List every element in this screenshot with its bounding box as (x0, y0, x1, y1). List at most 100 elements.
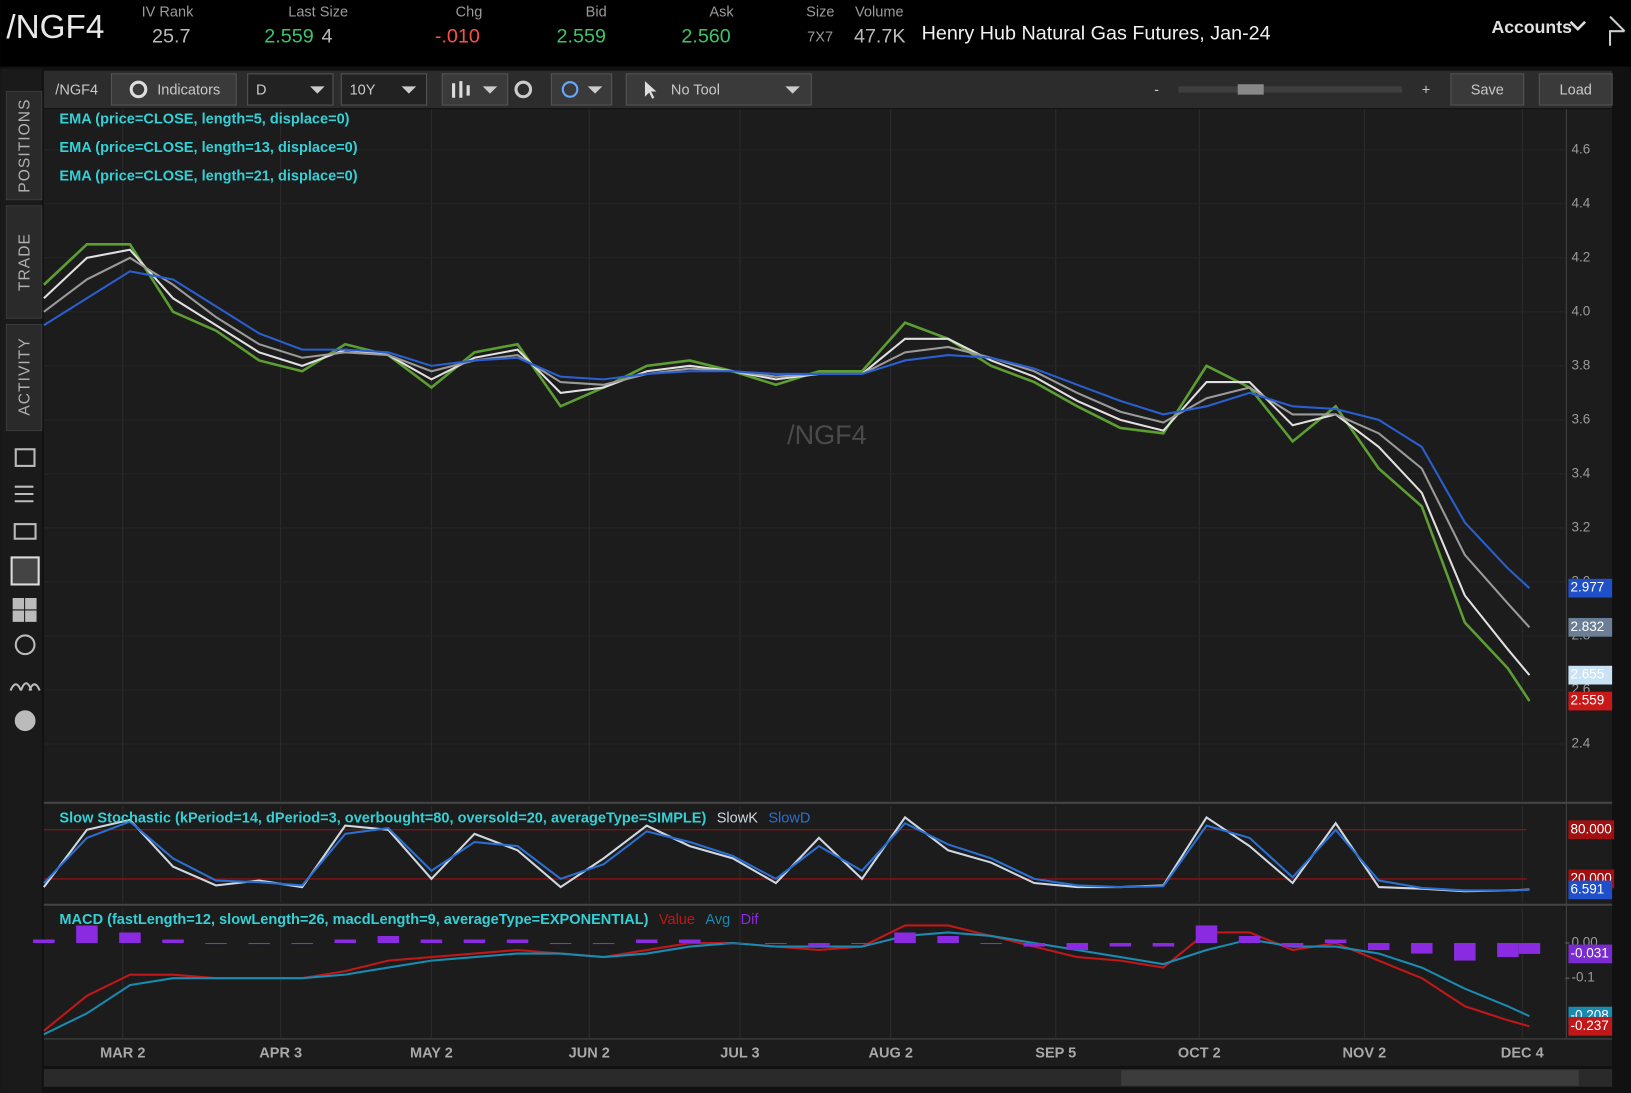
activity-tab[interactable]: ACTIVITY (16, 337, 33, 415)
last-value-label: 2.559 (1571, 693, 1605, 708)
save-label[interactable]: Save (1471, 82, 1504, 98)
tab[interactable] (5, 323, 43, 432)
bid-label: Bid (586, 4, 607, 20)
date-label: JUN 2 (569, 1045, 610, 1061)
last-value-box (1568, 578, 1613, 598)
trade-tab[interactable]: TRADE (16, 233, 33, 291)
aggregation-value[interactable]: D (256, 82, 267, 98)
histogram-bar (1454, 943, 1476, 961)
icon[interactable] (12, 597, 37, 622)
study-label: EMA (price=CLOSE, length=13, displace=0) (59, 140, 357, 156)
histogram-bar (377, 935, 400, 944)
y-tick-label: 3.8 (1572, 357, 1591, 372)
icon[interactable] (14, 634, 36, 656)
legend-entry: Avg (705, 912, 730, 928)
header-bar (0, 0, 1631, 67)
last-value-box (1568, 617, 1613, 637)
save-button[interactable] (1450, 73, 1525, 106)
legend-entry: SlowK (717, 810, 759, 826)
tab[interactable] (5, 90, 43, 201)
symbol[interactable]: /NGF4 (6, 9, 104, 46)
series-line (43, 820, 1530, 892)
study-label: EMA (price=CLOSE, length=5, displace=0) (59, 111, 349, 127)
tab[interactable] (5, 205, 43, 319)
tool-value[interactable]: No Tool (671, 82, 720, 98)
volume-label: Volume (855, 4, 904, 20)
series-line (43, 270, 1531, 589)
y-tick-label: 3.4 (1572, 465, 1591, 480)
histogram-bar (980, 943, 1002, 945)
load-button[interactable] (1538, 73, 1613, 106)
bid-value[interactable]: 2.559 (557, 26, 606, 48)
histogram-bar (506, 939, 529, 944)
description: Henry Hub Natural Gas Futures, Jan-24 (922, 23, 1271, 45)
y-tick-label: 4.0 (1572, 303, 1591, 318)
icon[interactable] (9, 682, 41, 691)
drawing-button[interactable] (550, 73, 613, 106)
dropdown-arrow (587, 86, 603, 94)
zoom-in[interactable]: + (1422, 82, 1431, 98)
last-value-box (1568, 665, 1613, 685)
expand-icon[interactable] (1608, 15, 1626, 46)
plot-layer: 2.42.62.83.03.23.43.63.84.04.24.44.62.97… (33, 109, 1615, 1061)
accounts-menu[interactable]: Accounts (1491, 17, 1572, 37)
date-label: MAR 2 (100, 1045, 145, 1061)
histogram-bar (635, 939, 658, 944)
last-size-label: Last Size (288, 4, 348, 20)
level-box (1568, 820, 1615, 840)
histogram-bar (205, 943, 227, 945)
dropdown-arrow (785, 86, 800, 94)
icon[interactable] (14, 710, 36, 732)
histogram-bar (1152, 943, 1175, 947)
indicators-label[interactable]: Indicators (157, 82, 220, 98)
zoom-track[interactable] (1178, 86, 1403, 93)
period-value[interactable]: 10Y (350, 82, 376, 98)
volume-value: 47.7K (854, 26, 906, 48)
legend-entry: Dif (741, 912, 760, 928)
series-line (43, 815, 1530, 893)
zoom-thumb[interactable] (1237, 84, 1264, 95)
study-title: Slow Stochastic (kPeriod=14, dPeriod=3, … (59, 810, 706, 826)
histogram-bar (851, 943, 873, 945)
histogram-bar (291, 943, 313, 945)
scrollbar-thumb[interactable] (1121, 1070, 1579, 1086)
dropdown-arrow (482, 86, 498, 94)
ask-label: Ask (709, 4, 734, 20)
date-label: OCT 2 (1178, 1045, 1221, 1061)
iv-rank-value: 25.7 (152, 26, 190, 48)
y-tick-label: 4.2 (1572, 249, 1591, 264)
last-size: 4 (322, 26, 333, 48)
date-label: DEC 4 (1501, 1045, 1545, 1061)
size-value: 7X7 (807, 29, 833, 45)
histogram-bar (119, 932, 141, 944)
zoom-out[interactable]: - (1154, 82, 1159, 98)
histogram-bar (76, 925, 98, 944)
ask-value[interactable]: 2.560 (681, 26, 730, 48)
icon[interactable] (14, 485, 34, 503)
icon[interactable] (14, 448, 36, 467)
accounts-chevron[interactable] (1569, 20, 1586, 31)
histogram-bar (678, 939, 701, 944)
date-label: APR 3 (259, 1045, 302, 1061)
series-line (43, 256, 1531, 629)
last-value-box (1568, 944, 1613, 964)
histogram-bar (937, 935, 959, 944)
y-tick-label: 3.6 (1572, 411, 1591, 426)
y-tick-label: -0.1 (1572, 970, 1595, 985)
histogram-bar (592, 943, 615, 945)
histogram-bar (1023, 943, 1046, 947)
load-label[interactable]: Load (1560, 82, 1592, 98)
icon-active[interactable] (10, 556, 40, 586)
last-value-box (1568, 1016, 1613, 1036)
tool-dropdown[interactable] (625, 73, 812, 106)
positions-tab[interactable]: POSITIONS (16, 99, 33, 193)
chg-value: -.010 (435, 26, 480, 48)
level-label: 80.000 (1571, 821, 1612, 836)
histogram-bar (1518, 943, 1541, 954)
indicators-icon (129, 80, 148, 99)
size-label: Size (806, 4, 834, 20)
chart-style-button[interactable] (441, 73, 509, 106)
toolbar-symbol[interactable]: /NGF4 (55, 82, 98, 98)
icon[interactable] (13, 523, 37, 540)
settings-button[interactable] (514, 80, 533, 99)
